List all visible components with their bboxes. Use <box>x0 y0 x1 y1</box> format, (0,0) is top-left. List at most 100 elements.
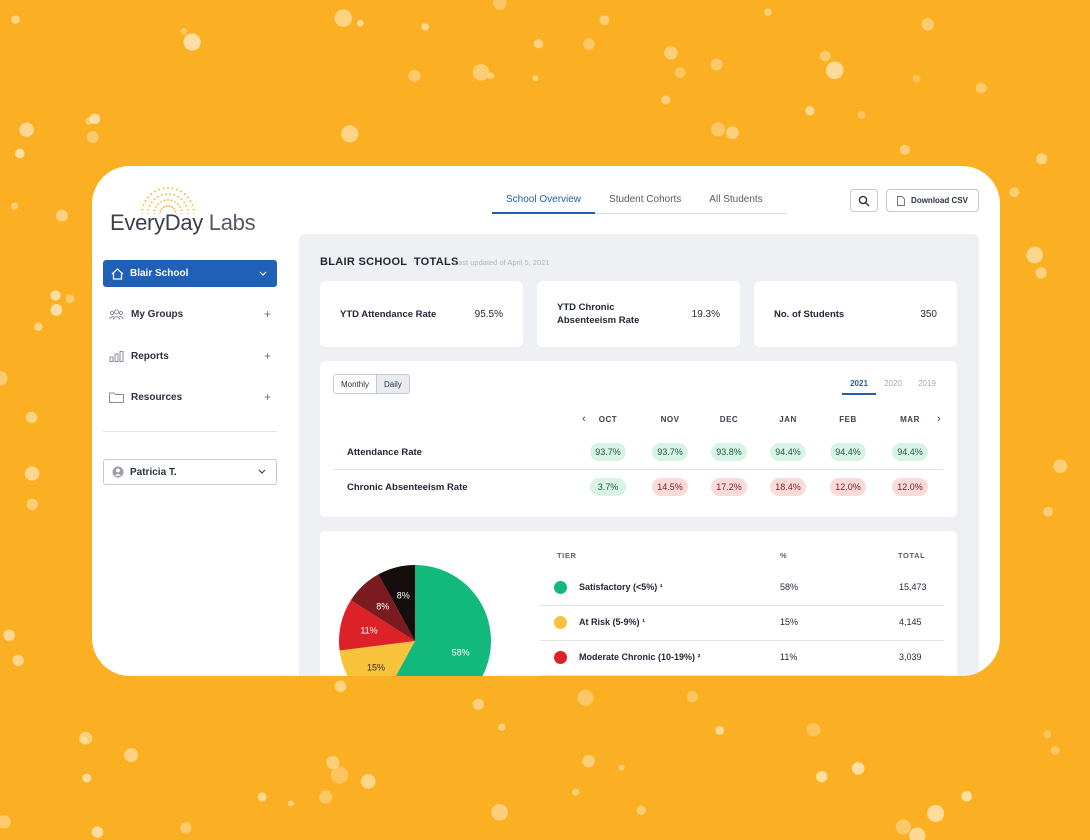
rate-pill: 17.2% <box>711 478 747 496</box>
tier-header: TIER <box>557 551 577 560</box>
last-updated: Last updated of April 5, 2021 <box>454 258 550 267</box>
rate-pill: 12.0% <box>830 478 866 496</box>
chevron-down-icon <box>259 271 267 276</box>
month-header: NOV <box>660 415 680 424</box>
toggle-monthly[interactable]: Monthly <box>341 379 370 389</box>
expand-plus-icon[interactable]: + <box>263 349 271 363</box>
period-toggle: Monthly Daily <box>333 374 410 394</box>
row-label-attendance: Attendance Rate <box>347 447 422 458</box>
rate-pill: 93.7% <box>652 443 688 461</box>
expand-plus-icon[interactable]: + <box>263 307 271 321</box>
sidebar-item-label: Reports <box>131 350 169 362</box>
rate-pill: 3.7% <box>590 478 626 496</box>
tier-total: 4,145 <box>899 617 922 627</box>
pie-slice <box>378 565 415 641</box>
user-select[interactable]: Patricia T. <box>103 459 277 485</box>
logo-text: EveryDay Labs <box>110 210 256 236</box>
tab-all-students[interactable]: All Students <box>709 194 763 205</box>
tier-color-dot <box>554 581 567 594</box>
stat-card-chronic: YTD Chronic Absenteeism Rate 19.3% <box>537 281 740 347</box>
download-csv-button[interactable]: Download CSV <box>886 189 979 212</box>
logo-rays-icon <box>141 187 195 214</box>
toggle-daily[interactable]: Daily <box>376 375 409 393</box>
everyday-labs-logo: EveryDay Labs <box>108 184 256 236</box>
month-header: OCT <box>598 415 618 424</box>
tab-year-2020[interactable]: 2020 <box>884 379 902 388</box>
stat-label-line1: YTD Chronic <box>557 302 615 313</box>
tier-name: Moderate Chronic (10-19%) ² <box>579 652 701 662</box>
stat-value: 19.3% <box>691 308 720 320</box>
row-label-chronic: Chronic Absenteeism Rate <box>347 482 468 493</box>
month-header: MAR <box>900 415 920 424</box>
top-nav-tabs: School Overview Student Cohorts All Stud… <box>492 188 786 214</box>
sidebar-item-reports[interactable]: Reports + <box>109 346 271 366</box>
pie-slice <box>395 565 491 676</box>
total-header: TOTAL <box>898 551 926 560</box>
sidebar-item-label: Resources <box>131 391 183 403</box>
tier-breakdown-card: 58% 15% 11% 8% 8% TIER % TOTAL Satisfactory … <box>320 531 957 676</box>
tab-student-cohorts[interactable]: Student Cohorts <box>609 194 682 205</box>
tab-year-2019[interactable]: 2019 <box>918 379 936 388</box>
monthly-rates-card: Monthly Daily 2021 2020 2019 ‹ OCT NOV D… <box>320 361 957 517</box>
tier-color-dot <box>554 616 567 629</box>
main-panel: BLAIR SCHOOL TOTALS Last updated of Apri… <box>299 234 979 676</box>
sidebar-item-my-groups[interactable]: My Groups + <box>109 304 271 324</box>
rate-pill: 94.4% <box>770 443 806 461</box>
pie-slice <box>350 574 415 641</box>
pie-slice-label: 58% <box>452 648 470 658</box>
stat-value: 350 <box>920 308 937 320</box>
tier-pct: 15% <box>780 617 799 627</box>
sidebar-school-label: Blair School <box>130 268 189 279</box>
year-tabs: 2021 2020 2019 <box>842 379 944 395</box>
sidebar-item-resources[interactable]: Resources + <box>109 387 271 407</box>
month-header-row: ‹ OCT NOV DEC JAN FEB MAR › <box>320 413 957 429</box>
tier-pct: 58% <box>780 582 799 592</box>
tier-row: At Risk (5-9%) ¹ 15% 4,145 <box>540 606 944 641</box>
stat-label-line2: Absenteeism Rate <box>557 315 640 326</box>
stat-card-attendance: YTD Attendance Rate 95.5% <box>320 281 523 347</box>
pie-slice <box>339 641 415 676</box>
tier-pct: 11% <box>780 652 798 662</box>
user-icon <box>112 466 124 478</box>
stat-label: YTD Attendance Rate <box>340 308 437 320</box>
month-header: JAN <box>779 415 797 424</box>
month-header: FEB <box>839 415 857 424</box>
pie-slice-label: 11% <box>360 626 377 636</box>
tier-color-dot <box>554 651 567 664</box>
pct-header: % <box>780 551 788 560</box>
rate-pill: 12.0% <box>892 478 928 496</box>
tab-school-overview[interactable]: School Overview <box>492 188 596 214</box>
rate-pill: 14.5% <box>652 478 688 496</box>
tier-pie-chart: 58% 15% 11% 8% 8% <box>339 565 491 676</box>
stat-label: No. of Students <box>774 308 845 320</box>
file-icon <box>897 195 905 206</box>
chevron-right-icon[interactable]: › <box>937 413 941 425</box>
search-icon <box>858 195 870 206</box>
rate-pill: 94.4% <box>892 443 928 461</box>
rate-pill: 93.8% <box>711 443 747 461</box>
download-csv-label: Download CSV <box>911 196 968 205</box>
folder-icon <box>109 392 124 403</box>
logo-text-main: EveryDay <box>110 210 203 235</box>
search-button[interactable] <box>850 189 878 212</box>
tier-total: 3,039 <box>899 652 922 662</box>
tier-row: Moderate Chronic (10-19%) ² 11% 3,039 <box>540 641 944 676</box>
rate-pill: 93.7% <box>590 443 626 461</box>
tab-year-2021[interactable]: 2021 <box>842 379 876 395</box>
pie-slice-label: 8% <box>376 602 389 612</box>
row-divider <box>333 469 943 470</box>
rate-pill: 18.4% <box>770 478 806 496</box>
sidebar-item-label: My Groups <box>131 308 184 320</box>
sidebar-item-blair-school[interactable]: Blair School <box>103 260 277 287</box>
user-name: Patricia T. <box>130 466 177 478</box>
home-icon <box>111 267 124 280</box>
expand-plus-icon[interactable]: + <box>263 390 271 404</box>
tier-name: At Risk (5-9%) ¹ <box>579 617 646 627</box>
chevron-left-icon[interactable]: ‹ <box>582 413 586 425</box>
rate-pill: 94.4% <box>830 443 866 461</box>
chevron-down-icon <box>258 469 266 474</box>
tier-name: Satisfactory (<5%) ¹ <box>579 582 663 592</box>
logo-text-labs: Labs <box>208 210 256 235</box>
stat-value: 95.5% <box>474 308 503 320</box>
stat-card-students: No. of Students 350 <box>754 281 957 347</box>
